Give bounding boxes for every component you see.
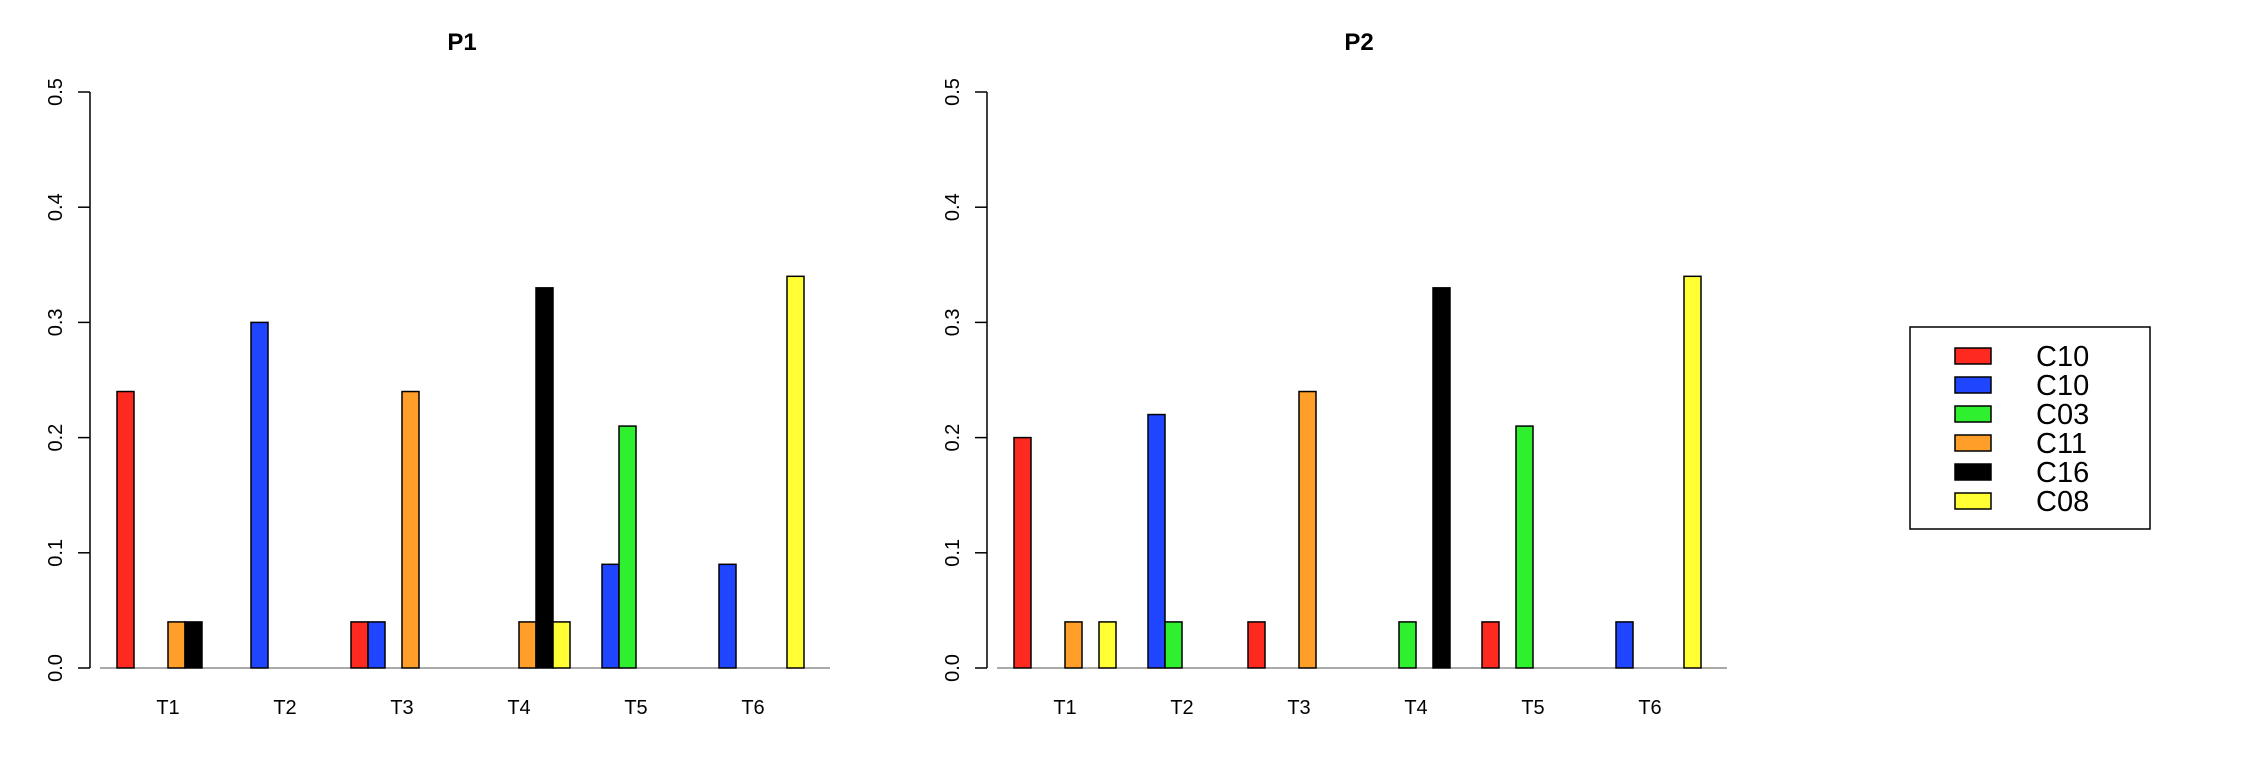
legend-label: C16	[2036, 457, 2089, 489]
x-tick-label: T1	[1053, 697, 1076, 719]
bar	[1398, 621, 1417, 669]
bar	[1147, 413, 1166, 669]
bar	[350, 621, 369, 669]
y-tick-label: 0.2	[45, 424, 67, 452]
legend-swatch	[1954, 463, 1992, 481]
bar	[1098, 621, 1117, 669]
bar	[1013, 436, 1032, 669]
x-tick-label: T3	[1287, 697, 1310, 719]
bar	[535, 287, 554, 669]
bar	[1515, 425, 1534, 669]
chart-title: P2	[1344, 29, 1373, 56]
bar	[618, 425, 637, 669]
y-tick-label: 0.5	[942, 78, 964, 106]
x-tick-label: T3	[390, 697, 413, 719]
chart-panel-p2: P2 0.0 0.1 0.2 0.3 0.4 0.5 T1 T2 T3 T4 T5 T6	[942, 29, 1727, 719]
y-tick-label: 0.3	[942, 308, 964, 336]
bar	[718, 563, 737, 669]
legend-label: C10	[2036, 341, 2089, 373]
x-tick-label: T2	[1170, 697, 1193, 719]
x-tick-label: T4	[507, 697, 530, 719]
legend-swatch	[1954, 376, 1992, 394]
x-tick-label: T1	[156, 697, 179, 719]
bar	[518, 621, 537, 669]
legend-label: C03	[2036, 399, 2089, 431]
y-tick-label: 0.0	[45, 654, 67, 682]
bar	[601, 563, 620, 669]
bar	[1298, 390, 1317, 669]
y-tick-label: 0.4	[45, 193, 67, 221]
y-tick-label: 0.1	[942, 539, 964, 567]
chart-panel-p1: P1 0.0 0.1 0.2 0.3 0.4 0.5 T1 T2 T3 T4 T5 T6	[45, 29, 830, 719]
bar	[401, 390, 420, 669]
y-tick-label: 0.2	[942, 424, 964, 452]
bar	[367, 621, 386, 669]
legend-swatch	[1954, 434, 1992, 452]
x-tick-label: T4	[1404, 697, 1427, 719]
x-tick-label: T5	[624, 697, 647, 719]
y-tick-label: 0.1	[45, 539, 67, 567]
x-tick-label: T2	[273, 697, 296, 719]
bar	[116, 390, 135, 669]
bar	[1683, 275, 1702, 669]
bar	[167, 621, 186, 669]
y-tick-label: 0.4	[942, 193, 964, 221]
bar	[1247, 621, 1266, 669]
bar	[1164, 621, 1183, 669]
x-tick-label: T5	[1521, 697, 1544, 719]
legend-label: C11	[2036, 428, 2087, 460]
bar	[552, 621, 571, 669]
bar	[1432, 287, 1451, 669]
y-tick-label: 0.3	[45, 308, 67, 336]
bar	[250, 321, 269, 669]
legend-swatch	[1954, 347, 1992, 365]
bar	[1064, 621, 1083, 669]
x-tick-label: T6	[1638, 697, 1661, 719]
bar	[1481, 621, 1500, 669]
chart-title: P1	[447, 29, 476, 56]
bar	[1615, 621, 1634, 669]
legend-label: C08	[2036, 486, 2089, 518]
legend-box	[1909, 326, 2151, 530]
legend-label: C10	[2036, 370, 2089, 402]
x-tick-label: T6	[741, 697, 764, 719]
legend-swatch	[1954, 405, 1992, 423]
bar	[184, 621, 203, 669]
bar	[786, 275, 805, 669]
legend-swatch	[1954, 492, 1992, 510]
y-tick-label: 0.0	[942, 654, 964, 682]
y-tick-label: 0.5	[45, 78, 67, 106]
